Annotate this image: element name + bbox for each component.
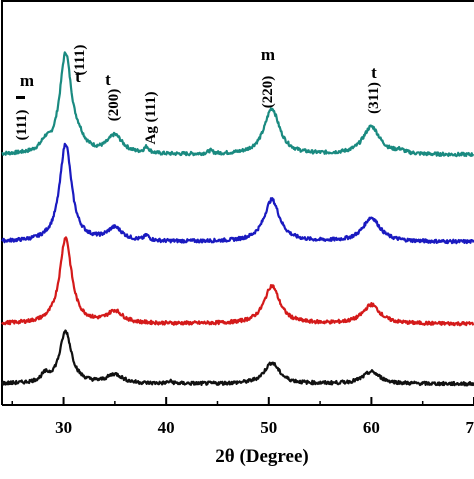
phase-label: m [20, 71, 34, 90]
peak-index-label: (220) [260, 76, 276, 109]
x-axis-title: 2θ (Degree) [215, 446, 308, 467]
peak-index-label: (200) [106, 89, 122, 122]
phase-label: t [75, 67, 81, 86]
x-tick-label: 70 [466, 418, 474, 437]
x-tick-label: 50 [260, 418, 277, 437]
peak-index-label: Ag (111) [143, 92, 159, 145]
series-line-3 [2, 331, 474, 386]
peak-annotations: (111)m(111)t(200)tAg (111)(220)m(311)t [14, 45, 382, 145]
x-tick-label: 30 [55, 418, 72, 437]
phase-label: m [261, 45, 275, 64]
series-line-2 [2, 237, 474, 325]
peak-index-label: (311) [366, 82, 382, 114]
x-tick-label: 40 [158, 418, 175, 437]
overbar-mark [16, 96, 25, 99]
phase-label: t [371, 63, 377, 82]
x-tick-label: 60 [363, 418, 380, 437]
series-traces [2, 52, 474, 385]
peak-index-label: (111) [14, 110, 30, 141]
phase-label: t [105, 70, 111, 89]
series-line-1 [2, 144, 474, 243]
x-axis: 30 40 50 60 70 [12, 397, 474, 437]
